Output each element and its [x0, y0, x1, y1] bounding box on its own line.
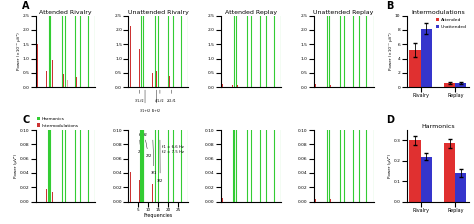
X-axis label: Frequencies: Frequencies: [144, 213, 173, 218]
Bar: [156, 71, 157, 87]
Bar: [52, 60, 53, 87]
Bar: [52, 192, 53, 202]
Bar: [444, 83, 456, 87]
Bar: [232, 85, 233, 87]
Text: C: C: [22, 115, 30, 125]
Bar: [46, 71, 47, 87]
Bar: [63, 74, 64, 87]
Bar: [330, 199, 331, 202]
Y-axis label: Power (μV²): Power (μV²): [388, 154, 392, 178]
Bar: [444, 143, 456, 202]
Bar: [222, 84, 223, 87]
Bar: [315, 199, 316, 202]
Text: 3f1-f2: 3f1-f2: [135, 90, 145, 103]
Text: f1+f2: f1+f2: [152, 90, 161, 112]
Bar: [37, 44, 38, 87]
Bar: [330, 86, 331, 87]
Text: 3f1+f2: 3f1+f2: [139, 90, 151, 112]
Text: D: D: [387, 115, 394, 125]
Title: Attended Replay: Attended Replay: [225, 10, 277, 15]
Bar: [456, 83, 466, 87]
Bar: [410, 50, 420, 87]
Bar: [237, 85, 238, 87]
Bar: [420, 157, 432, 202]
Text: 2f1: 2f1: [137, 140, 144, 154]
Bar: [76, 77, 77, 87]
Bar: [139, 180, 140, 202]
Title: Intermodulations: Intermodulations: [411, 10, 465, 15]
Legend: Harmonics, Intermodulations: Harmonics, Intermodulations: [35, 115, 80, 129]
Y-axis label: Power (×10⁻¹ μV²): Power (×10⁻¹ μV²): [390, 32, 393, 70]
Title: Harmonics: Harmonics: [421, 124, 455, 129]
Bar: [420, 28, 432, 87]
Text: A: A: [22, 0, 30, 11]
Bar: [315, 84, 316, 87]
Bar: [456, 173, 466, 202]
Bar: [152, 184, 153, 202]
Text: 2f2: 2f2: [146, 140, 152, 158]
Text: f1: f1: [138, 133, 142, 137]
Bar: [145, 176, 146, 202]
Bar: [46, 189, 47, 202]
Text: f1 = 6.6 Hz
f2 = 7.5 Hz: f1 = 6.6 Hz f2 = 7.5 Hz: [162, 145, 184, 154]
Bar: [145, 48, 146, 87]
Text: 4f1-f2: 4f1-f2: [155, 90, 165, 103]
Bar: [169, 76, 170, 87]
Bar: [139, 50, 140, 87]
Y-axis label: Power (×10⁻² μV²): Power (×10⁻² μV²): [17, 32, 21, 70]
Bar: [152, 73, 153, 87]
Text: f2: f2: [143, 133, 148, 137]
Text: 2f2-f1: 2f2-f1: [166, 90, 176, 103]
Text: 3f1: 3f1: [151, 140, 157, 175]
Bar: [410, 140, 420, 202]
Y-axis label: Power (μV²): Power (μV²): [14, 154, 18, 178]
Legend: Attended, Unattended: Attended, Unattended: [435, 18, 467, 29]
Title: Unattended Rivalry: Unattended Rivalry: [128, 10, 189, 15]
Bar: [67, 80, 68, 87]
Title: Unattended Replay: Unattended Replay: [313, 10, 374, 15]
Text: 3f2: 3f2: [157, 140, 164, 183]
Text: B: B: [387, 0, 394, 11]
Bar: [222, 198, 223, 202]
Title: Attended Rivalry: Attended Rivalry: [39, 10, 91, 15]
